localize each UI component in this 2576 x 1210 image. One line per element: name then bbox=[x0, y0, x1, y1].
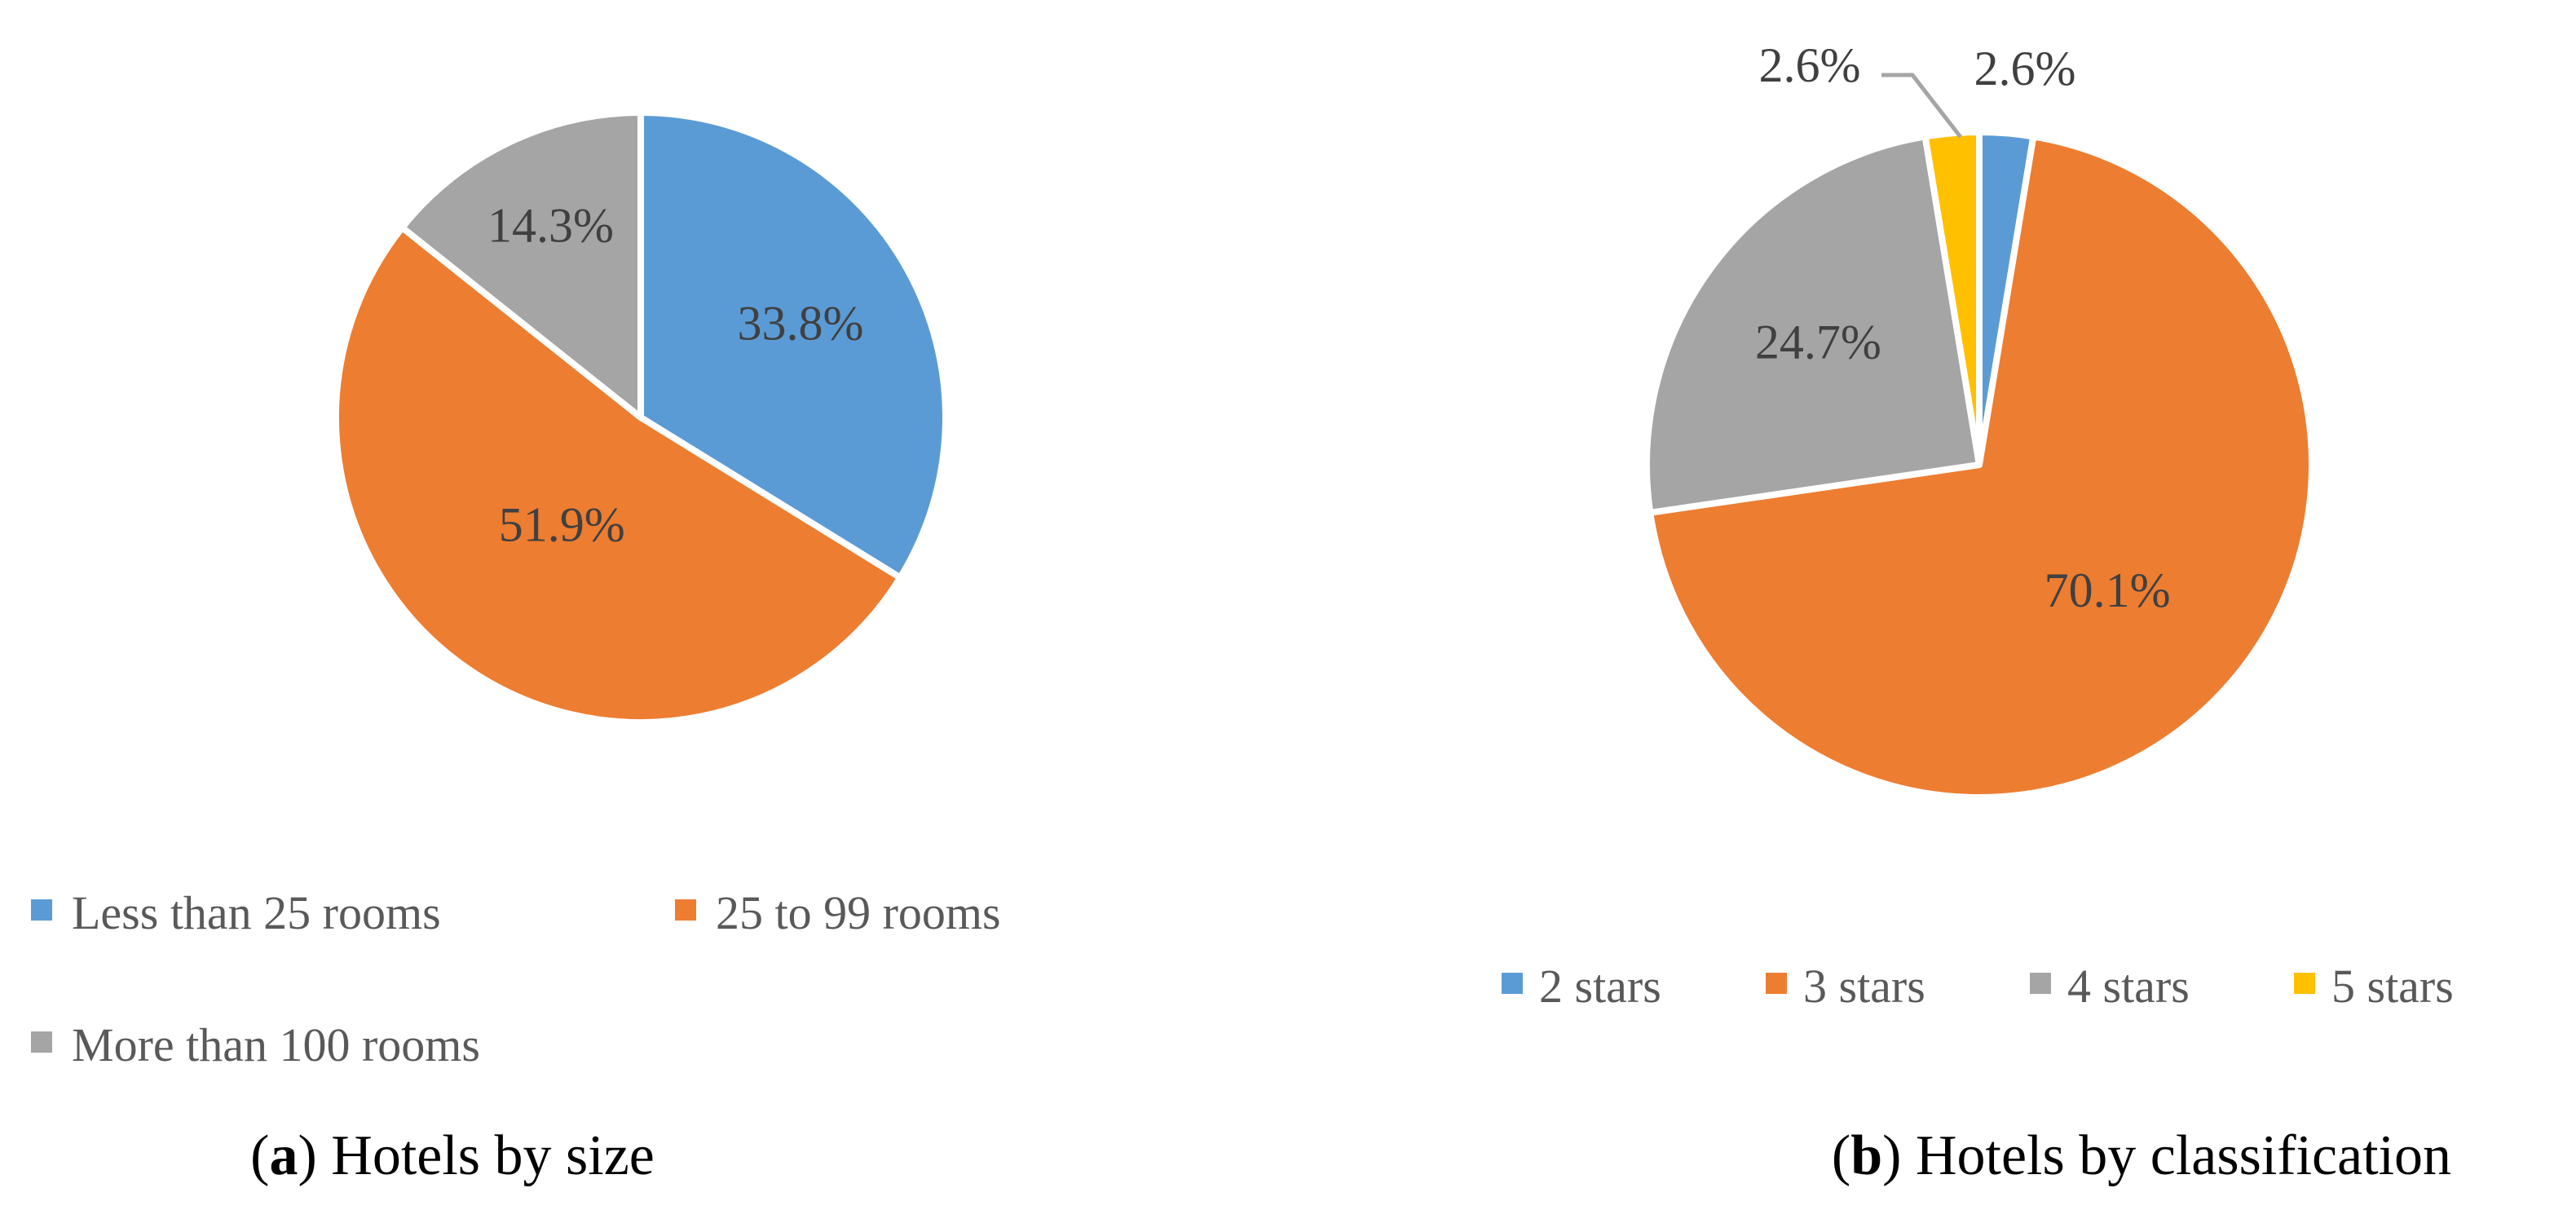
pie-chart-hotels-by-classification: 2.6% 70.1% 24.7% 2.6% 2 stars 3 stars 4 sta… bbox=[1502, 38, 2454, 1187]
pie-b-data-label-4-stars: 24.7% bbox=[1755, 315, 1881, 369]
pie-b-slice-4-stars bbox=[1643, 133, 1983, 516]
legend-a-label-more-than-100-rooms: More than 100 rooms bbox=[72, 1018, 480, 1071]
pie-chart-hotels-by-size: 33.8% 51.9% 14.3% Less than 25 rooms 25 to… bbox=[31, 109, 1001, 1187]
legend-b-item-2: 3 stars bbox=[1766, 960, 1925, 1013]
legend-a-label-25-to-99-rooms: 25 to 99 rooms bbox=[716, 886, 1001, 939]
pie-b-data-label-3-stars: 70.1% bbox=[2044, 563, 2171, 617]
legend-a-item-3: More than 100 rooms bbox=[31, 1018, 480, 1071]
caption-b: (b) Hotels by classification bbox=[1832, 1124, 2451, 1187]
leader-line-5-stars bbox=[1881, 73, 1962, 139]
legend-a: Less than 25 rooms 25 to 99 rooms More t… bbox=[31, 886, 1001, 1071]
pie-a-slice-25-to-99-rooms bbox=[333, 224, 904, 726]
legend-b-swatch-2-stars bbox=[1502, 973, 1523, 994]
pie-b-data-label-5-stars: 2.6% bbox=[1759, 38, 1861, 92]
caption-a: (a) Hotels by size bbox=[250, 1124, 655, 1187]
legend-b-label-5-stars: 5 stars bbox=[2331, 960, 2454, 1013]
legend-b-swatch-3-stars bbox=[1766, 973, 1787, 994]
legend-b-item-1: 2 stars bbox=[1502, 960, 1661, 1013]
caption-a-text: Hotels by size bbox=[331, 1124, 655, 1187]
legend-b-swatch-5-stars bbox=[2294, 973, 2315, 994]
pie-b-slices bbox=[1643, 129, 2315, 801]
pie-b-data-labels: 2.6% 70.1% 24.7% 2.6% bbox=[1755, 38, 2171, 617]
caption-b-text: Hotels by classification bbox=[1916, 1124, 2451, 1187]
pie-a-slice-more-than-100-rooms bbox=[399, 109, 644, 421]
legend-b-label-3-stars: 3 stars bbox=[1803, 960, 1925, 1013]
legend-a-item-2: 25 to 99 rooms bbox=[675, 886, 1001, 939]
pie-b-slice-5-stars bbox=[1921, 129, 1983, 468]
legend-b-label-4-stars: 4 stars bbox=[2067, 960, 2190, 1013]
legend-b-swatch-4-stars bbox=[2030, 973, 2051, 994]
legend-a-swatch-25-to-99-rooms bbox=[675, 899, 696, 921]
pie-a-data-label-less-than-25-rooms: 33.8% bbox=[737, 296, 863, 350]
legend-a-item-1: Less than 25 rooms bbox=[31, 886, 441, 939]
legend-b-label-2-stars: 2 stars bbox=[1539, 960, 1661, 1013]
pie-a-data-labels: 33.8% 51.9% 14.3% bbox=[487, 199, 863, 552]
legend-a-swatch-less-than-25-rooms bbox=[31, 899, 52, 921]
caption-b-letter: b bbox=[1850, 1124, 1882, 1187]
legend-b-item-4: 5 stars bbox=[2294, 960, 2454, 1013]
legend-b: 2 stars 3 stars 4 stars 5 stars bbox=[1502, 960, 2454, 1013]
legend-a-label-less-than-25-rooms: Less than 25 rooms bbox=[72, 886, 441, 939]
legend-b-item-3: 4 stars bbox=[2030, 960, 2190, 1013]
pie-a-data-label-more-than-100-rooms: 14.3% bbox=[487, 199, 614, 253]
pie-a-slices bbox=[333, 109, 949, 726]
pie-a-data-label-25-to-99-rooms: 51.9% bbox=[499, 497, 625, 551]
legend-a-swatch-more-than-100-rooms bbox=[31, 1031, 52, 1053]
pie-b-data-label-2-stars: 2.6% bbox=[1974, 42, 2076, 95]
caption-a-letter: a bbox=[269, 1124, 298, 1187]
